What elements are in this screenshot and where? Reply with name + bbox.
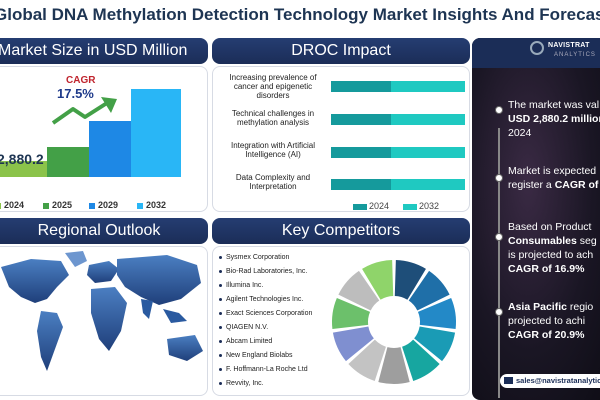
timeline-dot [495, 233, 503, 241]
insight-4: Asia Pacific regio projected to achi CAG… [508, 301, 594, 341]
bar-2024 [0, 161, 49, 177]
timeline-line [498, 128, 500, 398]
email-bar[interactable]: sales@navistratanalytics.com [500, 374, 600, 388]
brand-sub: ANALYTICS [554, 52, 596, 58]
competitor-item: Agilent Technologies Inc. [219, 296, 303, 304]
insight-2: Market is expected register a CAGR of 1 [508, 165, 600, 191]
droc-legend-2032: 2032 [403, 201, 439, 211]
legend-2025: 2025 [43, 200, 72, 210]
page-title: Global DNA Methylation Detection Technol… [0, 0, 600, 32]
droc-header: DROC Impact [212, 38, 470, 64]
legend-2024: 2024 [0, 200, 24, 210]
competitor-item: Exact Sciences Corporation [219, 310, 312, 318]
donut-segment [332, 297, 371, 329]
email-text[interactable]: sales@navistratanalytics.com [516, 376, 600, 385]
donut-segment [417, 297, 456, 329]
droc-bar-2 [331, 114, 465, 125]
competitor-item: Bio-Rad Laboratories, Inc. [219, 268, 307, 276]
donut-segment [394, 260, 426, 300]
brand-bar: NAVISTRAT ANALYTICS [472, 38, 600, 68]
timeline-dot [495, 308, 503, 316]
bar-2032 [131, 89, 181, 177]
market-size-panel: CAGR 17.5% 2,880.2 2024 2025 2029 2032 [0, 66, 208, 212]
droc-label-1: Increasing prevalence of cancer and epig… [229, 73, 317, 100]
page-title-text: Global DNA Methylation Detection Technol… [0, 5, 600, 24]
droc-panel: Increasing prevalence of cancer and epig… [212, 66, 470, 212]
competitors-panel: Sysmex Corporation Bio-Rad Laboratories,… [212, 246, 470, 396]
regional-header: Regional Outlook [0, 218, 208, 244]
competitor-item: New England Biolabs [219, 352, 293, 360]
competitor-item: QIAGEN N.V. [219, 324, 268, 332]
competitor-item: Abcam Limited [219, 338, 272, 346]
insight-3: Based on Product Consumables seg is proj… [508, 221, 597, 275]
competitors-header: Key Competitors [212, 218, 470, 244]
legend-2032: 2032 [137, 200, 166, 210]
donut-segment [414, 326, 456, 362]
competitor-share-donut [332, 260, 456, 384]
timeline-dot [495, 106, 503, 114]
droc-label-4: Data Complexity and Interpretation [235, 173, 311, 191]
cagr-value: 17.5% [57, 86, 94, 101]
brand-name: NAVISTRAT [548, 42, 590, 49]
droc-bar-3 [331, 147, 465, 158]
donut-segment [338, 270, 380, 311]
droc-legend-2024: 2024 [353, 201, 389, 211]
market-size-header: Market Size in USD Million [0, 38, 208, 64]
world-map [1, 251, 203, 371]
regional-map-panel [0, 246, 208, 396]
competitor-item: F. Hoffmann-La Roche Ltd [219, 366, 308, 374]
bar-2025 [47, 147, 97, 177]
donut-segment [348, 339, 386, 381]
timeline-dot [495, 174, 503, 182]
insight-1: The market was val USD 2,880.2 million 2… [508, 99, 600, 139]
droc-bar-4 [331, 179, 465, 190]
competitor-item: Revvity, Inc. [219, 380, 264, 388]
bar-2029 [89, 121, 139, 177]
brand-logo-icon [530, 41, 544, 55]
legend-2029: 2029 [89, 200, 118, 210]
donut-segment [378, 347, 410, 384]
donut-segment [332, 326, 374, 362]
cagr-label: CAGR [66, 75, 96, 86]
growth-arrow-icon [51, 97, 117, 125]
insights-panel: NAVISTRAT ANALYTICS The market was val U… [472, 38, 600, 400]
donut-segment [402, 339, 440, 381]
droc-label-3: Integration with Artificial Intelligence… [230, 141, 316, 159]
donut-segment [362, 260, 394, 300]
base-value: 2,880.2 [0, 151, 44, 167]
droc-label-2: Technical challenges in methylation anal… [231, 109, 315, 127]
email-icon [504, 377, 513, 384]
donut-segment [408, 270, 450, 311]
competitor-item: Sysmex Corporation [219, 254, 289, 262]
droc-bar-1 [331, 81, 465, 92]
competitor-item: Illumina Inc. [219, 282, 263, 290]
